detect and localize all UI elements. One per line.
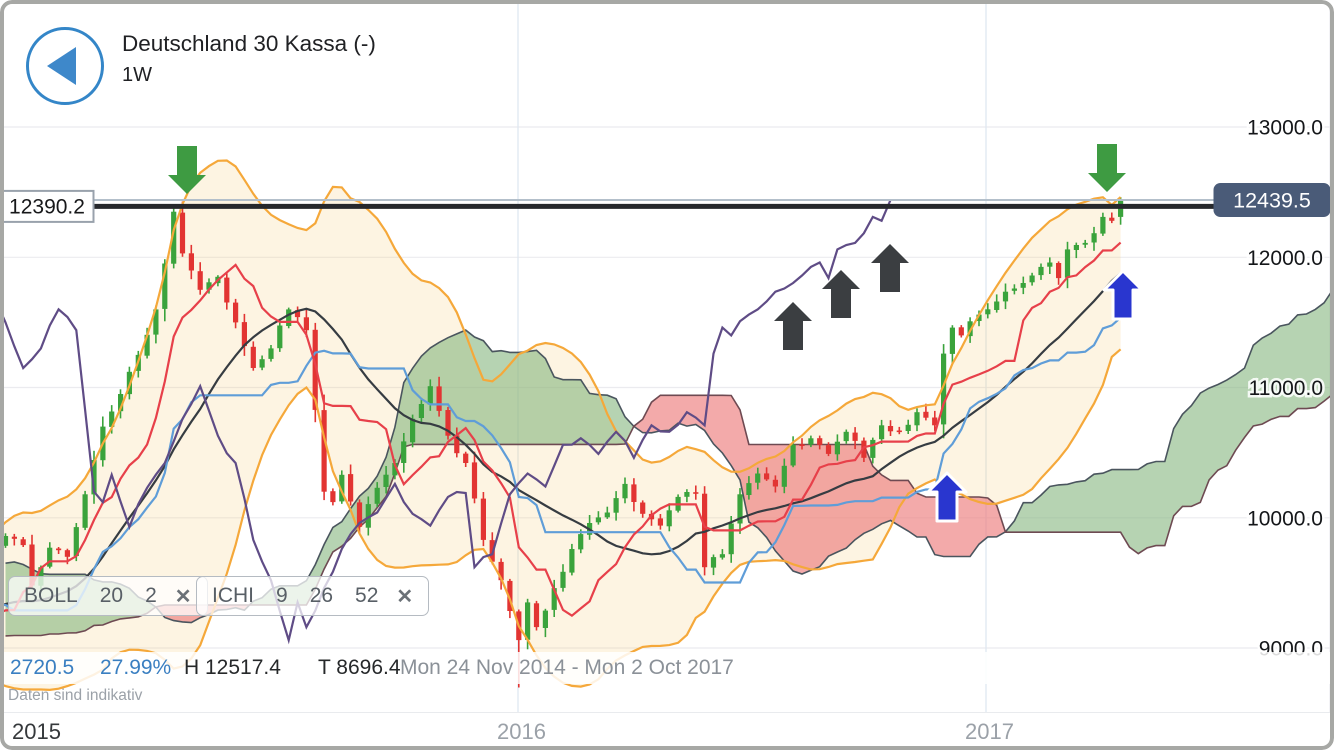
indicator-param: 2: [145, 584, 157, 607]
current-price-badge: [1213, 183, 1331, 217]
x-axis-label: 2017: [965, 719, 1014, 744]
back-button[interactable]: [26, 27, 104, 105]
level-price-label: 12390.2: [9, 195, 85, 218]
change-value: 2720.5: [10, 656, 75, 679]
y-axis-label: 13000.0: [1247, 117, 1323, 140]
date-range: Mon 24 Nov 2014 - Mon 2 Oct 2017: [400, 656, 734, 679]
axis-labels: 13000.012000.011000.010000.09000.012390.…: [0, 114, 1331, 663]
signal-arrow-down: [1088, 144, 1126, 192]
current-price-label: 12439.5: [1233, 189, 1311, 213]
back-arrow-icon: [47, 47, 76, 85]
close-icon[interactable]: ✕: [174, 585, 192, 608]
signal-arrow-up: [871, 244, 909, 292]
y-axis-label: 12000.0: [1247, 247, 1323, 270]
price-level-lines: [0, 199, 1334, 209]
y-axis-label: 11000.0: [1249, 377, 1323, 400]
change-percent: 27.99%: [100, 656, 172, 679]
indicator-param: 26: [309, 584, 334, 607]
indicator-badge-ichi[interactable]: ICHI 9 26 52 ✕: [196, 576, 430, 616]
instrument-title: Deutschland 30 Kassa (-): [122, 31, 376, 56]
x-axis-label: 2015: [12, 719, 61, 744]
timeframe-label: 1W: [122, 64, 152, 86]
signal-arrow-up: [822, 270, 860, 318]
indicator-param: 20: [99, 584, 124, 607]
stats-bar: 2720.5 27.99% H 12517.4 T 8696.4 Mon 24 …: [0, 652, 1334, 684]
x-axis-strip: 2015 2016 2017: [0, 712, 1334, 750]
indicator-badge-boll[interactable]: BOLL 20 2 ✕: [8, 576, 208, 616]
indicator-name: BOLL: [24, 584, 78, 607]
indicator-param: 9: [276, 584, 288, 607]
period-high: H 12517.4: [184, 656, 281, 679]
signal-arrows: [168, 144, 1144, 523]
y-axis-label: 10000.0: [1247, 507, 1323, 530]
disclaimer-text: Daten sind indikativ: [8, 687, 143, 704]
x-axis-label: 2016: [497, 719, 546, 744]
signal-arrow-up: [774, 302, 812, 350]
period-low: T 8696.4: [318, 656, 401, 679]
signal-arrow-down: [168, 146, 206, 194]
signal-arrow-up: [1102, 269, 1144, 321]
chart-header: Deutschland 30 Kassa (-) 1W: [0, 0, 1334, 105]
chikou-line: [0, 199, 892, 645]
candlesticks: [2, 197, 1124, 688]
level-price-label-box: [0, 189, 95, 223]
indicator-name: ICHI: [212, 584, 254, 607]
indicator-param: 52: [355, 584, 379, 607]
signal-arrow-up: [926, 471, 968, 523]
close-icon[interactable]: ✕: [396, 585, 414, 608]
